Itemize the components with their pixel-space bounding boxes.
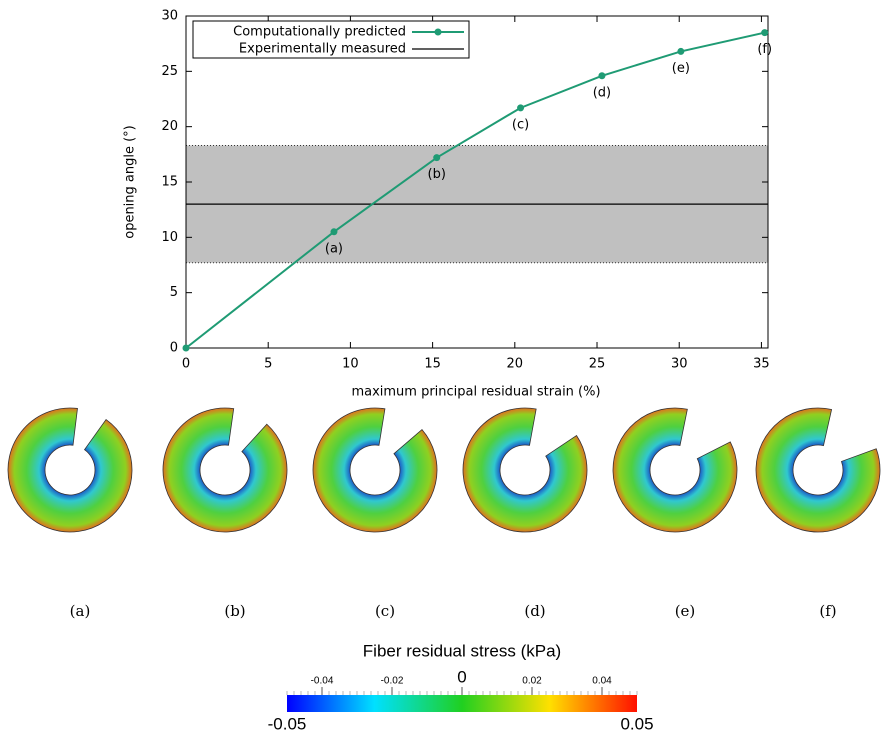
data-point — [598, 72, 606, 80]
panel-label: (e) — [675, 602, 696, 620]
point-label: (e) — [672, 61, 690, 76]
y-tick-label: 5 — [170, 285, 178, 300]
y-axis-label: opening angle (°) — [123, 125, 138, 239]
colorbar-title: Fiber residual stress (kPa) — [363, 641, 561, 660]
panel-label: (a) — [70, 602, 91, 620]
point-label: (c) — [512, 117, 529, 132]
colorbar-tick-label: 0.04 — [592, 676, 612, 687]
colorbar — [287, 695, 637, 712]
data-point — [761, 29, 769, 37]
panel-label: (c) — [375, 602, 395, 620]
y-tick-label: 15 — [161, 175, 178, 190]
panel-label: (f) — [819, 602, 836, 620]
x-tick-label: 0 — [182, 357, 190, 372]
panel-label: (d) — [524, 602, 545, 620]
point-label: (b) — [428, 167, 446, 182]
y-tick-label: 30 — [161, 9, 178, 24]
x-tick-label: 35 — [753, 357, 770, 372]
ring-illustration — [462, 407, 588, 533]
x-tick-label: 5 — [264, 357, 272, 372]
ring-illustration — [7, 407, 133, 533]
ring-illustration — [162, 407, 288, 533]
legend-label: Experimentally measured — [239, 42, 406, 57]
data-point — [182, 344, 190, 352]
colorbar-tick-label: -0.02 — [381, 676, 404, 687]
data-point — [677, 47, 685, 55]
point-label: (d) — [593, 85, 611, 100]
data-point — [433, 154, 441, 162]
colorbar-max-label: 0.05 — [620, 714, 653, 733]
x-tick-label: 15 — [424, 357, 441, 372]
colorbar-tick-label: -0.04 — [311, 676, 334, 687]
x-tick-label: 25 — [589, 357, 606, 372]
x-axis-label: maximum principal residual strain (%) — [351, 385, 600, 400]
data-point — [330, 228, 338, 236]
legend-marker — [434, 28, 442, 36]
x-tick-label: 10 — [342, 357, 359, 372]
x-tick-label: 30 — [671, 357, 688, 372]
x-tick-label: 20 — [507, 357, 524, 372]
colorbar-min-label: -0.05 — [268, 714, 307, 733]
legend-label: Computationally predicted — [233, 25, 406, 40]
y-tick-label: 25 — [161, 64, 178, 79]
y-tick-label: 0 — [170, 341, 178, 356]
colorbar-tick-label: 0.02 — [522, 676, 542, 687]
point-label: (f) — [757, 42, 772, 57]
panel-label: (b) — [224, 602, 245, 620]
legend-box — [192, 20, 470, 59]
data-point — [517, 104, 525, 112]
ring-illustration — [312, 407, 438, 533]
ring-illustration — [612, 407, 738, 533]
colorbar-tick-label: 0 — [457, 667, 466, 686]
y-tick-label: 10 — [161, 230, 178, 245]
point-label: (a) — [325, 241, 343, 256]
y-tick-label: 20 — [161, 119, 178, 134]
ring-illustration — [755, 407, 881, 533]
